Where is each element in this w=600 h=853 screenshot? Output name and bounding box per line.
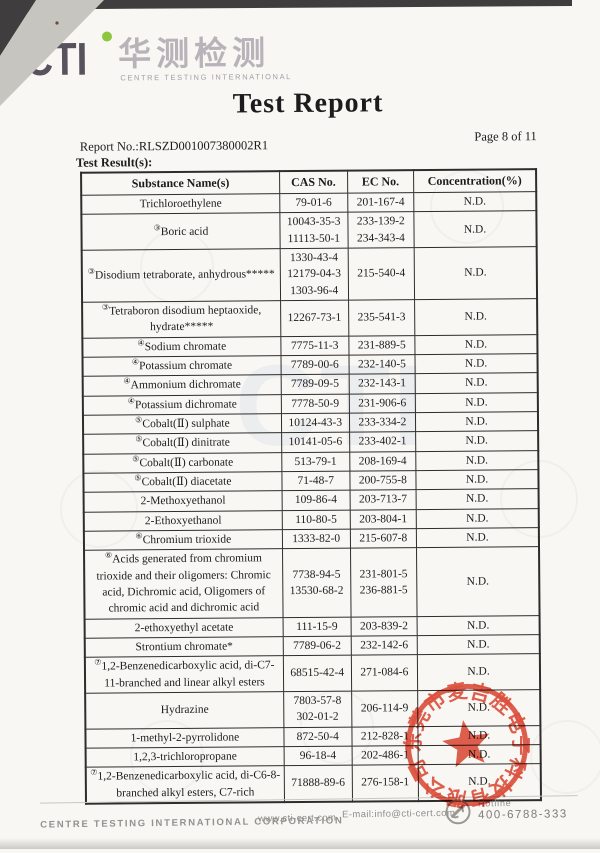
company-stamp: 东莞市麦吉胜电子科技有限公司 — [391, 669, 543, 821]
background-watermark: CTI — [235, 342, 427, 470]
watermark-circle — [140, 230, 214, 304]
hotline-number: 400-6788-333 — [478, 808, 568, 822]
watermark-circle — [530, 720, 600, 794]
stamp-star-icon — [442, 720, 490, 768]
scan-bottom-edge — [0, 838, 600, 849]
watermark-circle — [300, 690, 374, 764]
phone-hotline-icon — [445, 799, 471, 825]
watermark-circle — [130, 720, 204, 794]
watermark-circle — [60, 470, 138, 548]
footer-website: www.cti-cert.com — [258, 812, 337, 825]
watermark-circle — [430, 170, 504, 244]
watermark-circle — [500, 460, 578, 538]
